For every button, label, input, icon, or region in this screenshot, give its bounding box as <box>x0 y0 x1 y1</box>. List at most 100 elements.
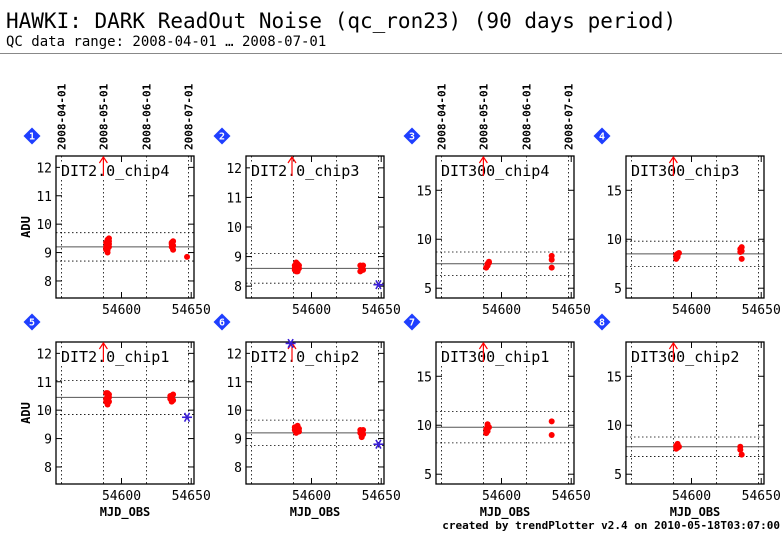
x-tick-label: 54600 <box>292 489 331 504</box>
data-point <box>295 428 302 435</box>
y-tick-label: 5 <box>424 468 432 483</box>
plot-frame <box>625 155 765 299</box>
plot-frame <box>245 341 385 485</box>
index-badge-label: 2 <box>219 132 225 143</box>
date-label: 2008-04-01 <box>56 83 69 150</box>
y-tick-label: 15 <box>416 184 432 199</box>
index-badge-label: 4 <box>599 132 605 143</box>
panel-title-backing <box>440 348 551 366</box>
out-of-range-arrow-head <box>668 341 678 350</box>
plot-panel: 5 8 9 10 11 12 54600 54650 ADU MJD_OBS DIT2.0_chip… <box>19 313 211 520</box>
index-badge <box>213 127 231 145</box>
x-tick-label: 54650 <box>362 303 401 318</box>
index-badge-label: 3 <box>409 132 415 143</box>
x-tick-label: 54650 <box>172 489 211 504</box>
panel-title: DIT300_chip4 <box>441 162 549 180</box>
y-tick-label: 8 <box>234 461 242 476</box>
panel-title-backing <box>440 162 551 180</box>
data-point <box>738 255 745 262</box>
date-label: 2008-04-01 <box>436 83 449 150</box>
y-tick-label: 11 <box>226 191 242 206</box>
data-point <box>103 390 110 397</box>
y-tick-label: 9 <box>234 433 242 448</box>
y-tick-label: 12 <box>226 347 242 362</box>
data-point <box>548 264 555 271</box>
y-tick-label: 9 <box>44 433 52 448</box>
date-label: 2008-05-01 <box>477 83 490 150</box>
plot-frame <box>435 341 575 485</box>
index-badge <box>213 313 231 331</box>
y-tick-label: 15 <box>606 370 622 385</box>
page-title: HAWKI: DARK ReadOut Noise (qc_ron23) (90… <box>6 9 677 33</box>
index-badge-label: 5 <box>29 318 35 329</box>
index-badge-label: 1 <box>29 132 35 143</box>
plot-panel: 4 5 10 15 54600 54650 DIT300_chip3 <box>593 127 781 318</box>
y-tick-label: 10 <box>606 233 622 248</box>
y-tick-label: 10 <box>36 404 52 419</box>
plot-panel: 3 5 10 15 54600 54650 2008-04-01 2008-05-01 2008… <box>403 83 591 318</box>
panel-title: DIT300_chip1 <box>441 348 549 366</box>
y-tick-label: 10 <box>606 419 622 434</box>
data-point <box>675 249 682 256</box>
y-tick-label: 11 <box>226 376 242 391</box>
data-point <box>738 451 745 458</box>
data-point <box>295 262 302 269</box>
panel-title-backing <box>250 162 361 180</box>
data-point <box>104 397 111 404</box>
data-point <box>675 443 682 450</box>
out-of-range-arrow-head <box>98 341 108 350</box>
y-tick-label: 12 <box>36 347 52 362</box>
credit-footer: created by trendPlotter v2.4 on 2010-05-… <box>442 519 780 532</box>
plot-frame <box>55 155 195 299</box>
data-point <box>737 446 744 453</box>
x-tick-label: 54650 <box>552 303 591 318</box>
out-of-range-arrow-head <box>478 155 488 164</box>
panel-title-backing <box>630 348 741 366</box>
y-tick-label: 5 <box>614 282 622 297</box>
panel-title: DIT300_chip3 <box>631 162 739 180</box>
data-point <box>104 236 111 243</box>
y-tick-label: 12 <box>226 162 242 177</box>
data-point <box>360 262 367 269</box>
panel-title: DIT2.0_chip2 <box>251 348 359 366</box>
panel-title: DIT300_chip2 <box>631 348 739 366</box>
x-axis-label: MJD_OBS <box>100 505 151 520</box>
data-point <box>548 252 555 259</box>
data-point <box>184 253 191 260</box>
x-tick-label: 54650 <box>172 303 211 318</box>
plot-panel: 6 8 9 10 11 12 54600 54650 MJD_OBS DIT2.0_chip2 <box>213 313 401 520</box>
data-point <box>170 391 177 398</box>
y-tick-label: 8 <box>234 280 242 295</box>
y-tick-label: 11 <box>36 190 52 205</box>
outlier-stroke <box>375 439 382 449</box>
x-axis-label: MJD_OBS <box>480 505 531 520</box>
y-tick-label: 5 <box>424 282 432 297</box>
x-tick-label: 54600 <box>672 489 711 504</box>
plot-frame <box>55 341 195 485</box>
x-axis-label: MJD_OBS <box>670 505 721 520</box>
x-tick-label: 54600 <box>672 303 711 318</box>
panel-title: DIT2.0_chip4 <box>61 162 169 180</box>
data-point <box>738 247 745 254</box>
out-of-range-arrow-head <box>287 155 297 164</box>
panel-title: DIT2.0_chip3 <box>251 162 359 180</box>
panel-title: DIT2.0_chip1 <box>61 348 169 366</box>
header-divider <box>0 53 782 54</box>
y-tick-label: 9 <box>234 251 242 266</box>
index-badge-label: 7 <box>409 318 415 329</box>
y-tick-label: 12 <box>36 161 52 176</box>
out-of-range-arrow-head <box>668 155 678 164</box>
outlier-stroke <box>183 412 191 422</box>
x-tick-label: 54600 <box>292 303 331 318</box>
data-point <box>170 242 177 249</box>
data-point <box>548 432 555 439</box>
index-badge-label: 8 <box>599 318 605 329</box>
x-tick-label: 54650 <box>742 489 781 504</box>
date-label: 2008-05-01 <box>97 83 110 150</box>
panel-title-backing <box>630 162 741 180</box>
x-tick-label: 54650 <box>742 303 781 318</box>
y-axis-label: ADU <box>19 402 33 424</box>
data-point <box>358 434 365 441</box>
plot-panel: 2 8 9 10 11 12 54600 54650 DIT2.0_chip3 <box>213 127 401 318</box>
index-badge <box>403 313 421 331</box>
